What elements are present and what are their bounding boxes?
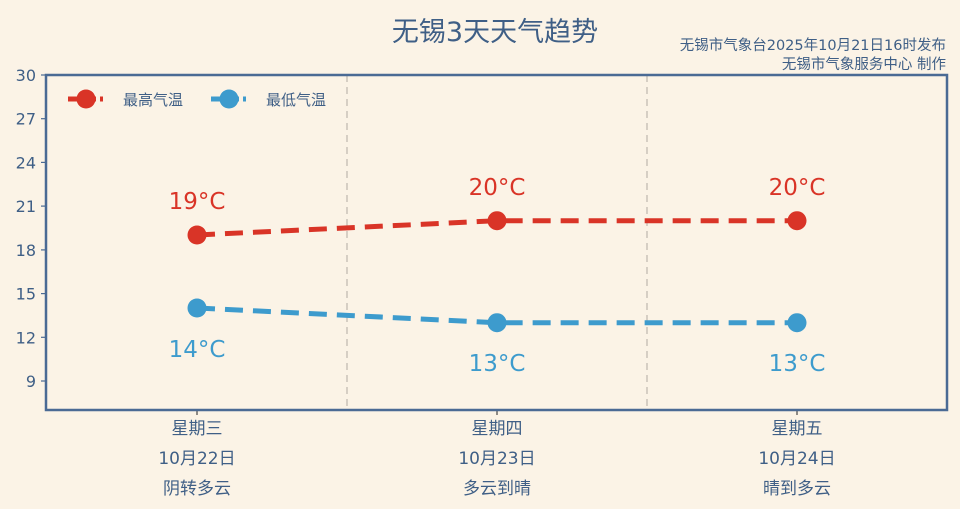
data-point-low[interactable] (787, 313, 807, 333)
y-axis: 30 27 24 21 18 15 12 9 (16, 66, 46, 391)
high-temp-label: 20°C (769, 175, 826, 201)
publisher-line: 无锡市气象台2025年10月21日16时发布 (679, 38, 946, 54)
y-tick-label: 21 (16, 197, 36, 216)
weather: 晴到多云 (763, 479, 831, 499)
data-point-high[interactable] (487, 211, 507, 231)
high-temp-label: 19°C (169, 189, 226, 215)
plot-frame (44, 73, 949, 412)
producer-line: 无锡市气象服务中心 制作 (781, 57, 946, 73)
data-point-low[interactable] (187, 298, 207, 318)
y-tick-label: 27 (16, 110, 36, 129)
low-temp-label: 13°C (469, 351, 526, 377)
data-point-low[interactable] (487, 313, 507, 333)
y-tick-label: 24 (16, 153, 36, 172)
weather: 阴转多云 (163, 479, 231, 499)
x-category-day2: 星期四 10月23日 多云到晴 (427, 414, 567, 504)
weather: 多云到晴 (463, 479, 531, 499)
weekday: 星期三 (171, 419, 223, 439)
low-temp-label: 14°C (169, 337, 226, 363)
date: 10月22日 (158, 449, 236, 469)
weekday: 星期五 (771, 419, 823, 439)
x-category-day3: 星期五 10月24日 晴到多云 (727, 414, 867, 504)
date: 10月24日 (758, 449, 836, 469)
legend-high-marker-icon (76, 89, 96, 109)
high-temp-label: 20°C (469, 175, 526, 201)
legend: 最高气温 最低气温 (68, 89, 326, 109)
series-low: 14°C 13°C 13°C (169, 298, 826, 377)
legend-low-marker-icon (219, 89, 239, 109)
data-point-high[interactable] (187, 225, 207, 245)
legend-high-label: 最高气温 (123, 91, 183, 109)
y-tick-label: 15 (16, 285, 36, 304)
y-tick-label: 30 (16, 66, 36, 85)
series-high: 19°C 20°C 20°C (169, 175, 826, 245)
x-category-day1: 星期三 10月22日 阴转多云 (127, 414, 267, 504)
data-point-high[interactable] (787, 211, 807, 231)
date: 10月23日 (458, 449, 536, 469)
legend-low-label: 最低气温 (266, 91, 326, 109)
chart-title: 无锡3天天气趋势 (391, 17, 599, 48)
low-temp-label: 13°C (769, 351, 826, 377)
weekday: 星期四 (471, 419, 523, 439)
y-tick-label: 18 (16, 241, 36, 260)
y-tick-label: 12 (16, 328, 36, 347)
y-tick-label: 9 (26, 372, 36, 391)
